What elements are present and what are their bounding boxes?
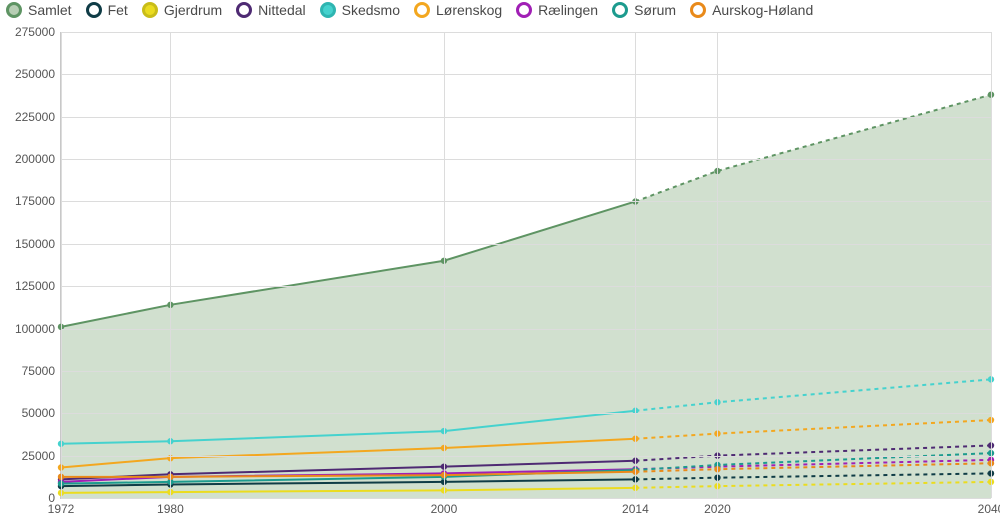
legend-swatch <box>142 2 158 18</box>
legend-swatch <box>690 2 706 18</box>
legend-swatch <box>612 2 628 18</box>
y-gridline <box>61 159 991 160</box>
legend-item[interactable]: Lørenskog <box>414 2 502 18</box>
y-gridline <box>61 413 991 414</box>
y-gridline <box>61 32 991 33</box>
legend-swatch <box>236 2 252 18</box>
y-tick-label: 125000 <box>15 279 61 293</box>
y-gridline <box>61 371 991 372</box>
y-gridline <box>61 74 991 75</box>
legend-item[interactable]: Skedsmo <box>320 2 400 18</box>
y-gridline <box>61 286 991 287</box>
y-tick-label: 25000 <box>22 449 61 463</box>
legend-label: Aurskog-Høland <box>712 2 813 18</box>
legend-swatch <box>414 2 430 18</box>
y-tick-label: 50000 <box>22 406 61 420</box>
y-tick-label: 75000 <box>22 364 61 378</box>
plot-area: 0250005000075000100000125000150000175000… <box>60 32 991 499</box>
legend-label: Gjerdrum <box>164 2 222 18</box>
legend-label: Rælingen <box>538 2 598 18</box>
area-fill <box>61 95 991 498</box>
x-tick-label: 1980 <box>157 498 184 516</box>
legend-swatch <box>86 2 102 18</box>
y-tick-label: 175000 <box>15 194 61 208</box>
x-gridline <box>991 32 992 498</box>
y-tick-label: 200000 <box>15 152 61 166</box>
x-gridline <box>61 32 62 498</box>
legend-label: Sørum <box>634 2 676 18</box>
chart-svg <box>61 32 991 498</box>
x-gridline <box>170 32 171 498</box>
legend-item[interactable]: Fet <box>86 2 128 18</box>
y-tick-label: 225000 <box>15 110 61 124</box>
x-tick-label: 2000 <box>431 498 458 516</box>
legend-label: Samlet <box>28 2 72 18</box>
legend-label: Lørenskog <box>436 2 502 18</box>
y-tick-label: 150000 <box>15 237 61 251</box>
legend-item[interactable]: Rælingen <box>516 2 598 18</box>
y-tick-label: 250000 <box>15 67 61 81</box>
x-gridline <box>635 32 636 498</box>
y-tick-label: 100000 <box>15 322 61 336</box>
legend-label: Skedsmo <box>342 2 400 18</box>
y-gridline <box>61 201 991 202</box>
legend-label: Fet <box>108 2 128 18</box>
y-gridline <box>61 117 991 118</box>
y-gridline <box>61 329 991 330</box>
legend-swatch <box>320 2 336 18</box>
y-gridline <box>61 244 991 245</box>
x-tick-label: 2020 <box>704 498 731 516</box>
legend-swatch <box>516 2 532 18</box>
legend-item[interactable]: Nittedal <box>236 2 305 18</box>
x-gridline <box>717 32 718 498</box>
legend-item[interactable]: Aurskog-Høland <box>690 2 813 18</box>
legend-label: Nittedal <box>258 2 305 18</box>
x-gridline <box>444 32 445 498</box>
x-tick-label: 2014 <box>622 498 649 516</box>
legend-swatch <box>6 2 22 18</box>
x-tick-label: 2040 <box>978 498 1000 516</box>
chart-container: { "chart": { "type": "line-area", "backg… <box>0 0 1000 518</box>
legend-item[interactable]: Samlet <box>6 2 72 18</box>
y-gridline <box>61 498 991 499</box>
legend-item[interactable]: Sørum <box>612 2 676 18</box>
y-gridline <box>61 456 991 457</box>
y-tick-label: 275000 <box>15 25 61 39</box>
legend: Samlet Fet Gjerdrum Nittedal Skedsmo Lørensko… <box>6 2 813 18</box>
legend-item[interactable]: Gjerdrum <box>142 2 222 18</box>
x-tick-label: 1972 <box>48 498 75 516</box>
